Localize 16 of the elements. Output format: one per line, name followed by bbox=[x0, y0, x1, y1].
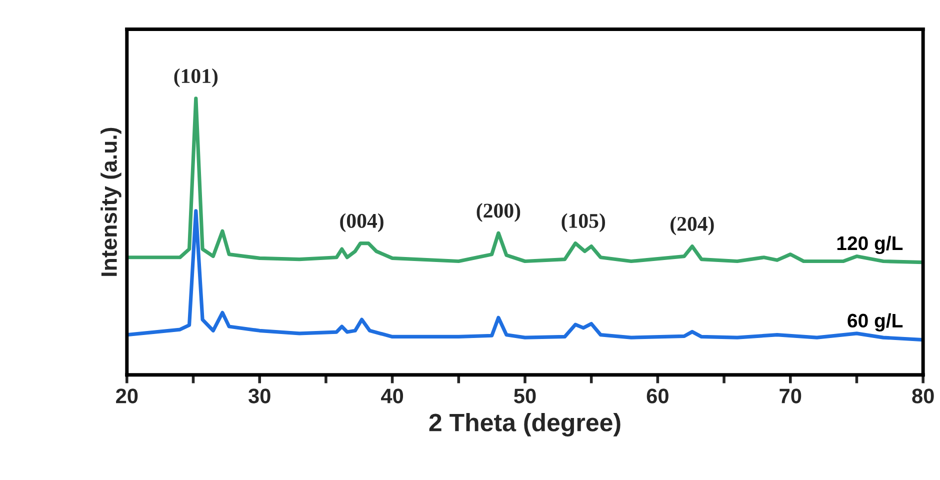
x-tick-label: 50 bbox=[514, 388, 536, 404]
x-tick-label: 60 bbox=[646, 388, 668, 404]
x-axis-title: 2 Theta (degree) bbox=[429, 413, 620, 436]
x-tick-label: 80 bbox=[912, 388, 934, 404]
x-tick-label: 70 bbox=[780, 388, 802, 404]
series-label: 120 g/L bbox=[837, 236, 903, 254]
series-label: 60 g/L bbox=[848, 313, 903, 332]
annotation: (204) bbox=[670, 216, 714, 236]
annotation: (101) bbox=[174, 68, 218, 88]
x-tick-label: 20 bbox=[116, 388, 138, 404]
annotation: (105) bbox=[562, 213, 606, 232]
x-tick-label: 30 bbox=[248, 388, 270, 404]
x-tick-label: 40 bbox=[381, 388, 404, 404]
annotation: (200) bbox=[476, 203, 520, 222]
y-axis-title: Intensity (a.u.) bbox=[100, 128, 122, 276]
annotation: (004) bbox=[340, 213, 384, 232]
